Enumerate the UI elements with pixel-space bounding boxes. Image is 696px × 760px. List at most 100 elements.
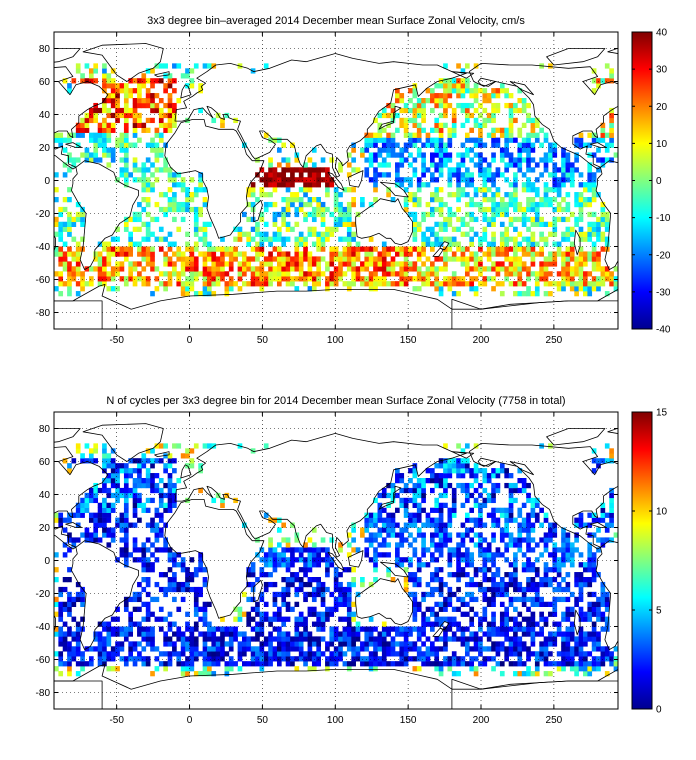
cycles-map-cell [320,547,326,553]
cycles-map-cell [578,581,584,588]
velocity-map-cell [456,256,461,262]
cycles-map-cell [482,497,488,504]
cycles-map-cell [71,596,77,603]
cycles-map-cell [158,547,164,553]
cycles-map-cell [548,527,553,533]
velocity-map-cell [145,226,151,232]
cycles-map-cell [342,596,348,603]
velocity-map-cell [578,226,584,232]
velocity-map-cell [561,197,566,203]
velocity-map-cell [346,236,352,242]
velocity-map-cell [93,107,99,114]
velocity-map-cell [80,73,85,79]
cycles-map-cell [513,517,518,523]
cycles-map-cell [207,621,212,627]
cycles-map-cell [399,646,405,652]
cycles-map-cell [443,631,448,637]
velocity-map-cell [495,271,501,277]
velocity-map-cell [123,281,129,287]
velocity-map-cell [443,276,448,282]
velocity-map-cell [561,251,566,257]
velocity-map-cell [521,216,527,223]
cycles-map-cell [403,577,409,583]
velocity-map-cell [552,256,558,262]
cycles-map-cell [180,567,186,573]
velocity-map-cell [447,88,453,94]
velocity-map-coastline [180,84,192,99]
velocity-map-cell [84,147,90,153]
velocity-map-cell [364,256,370,262]
velocity-map-cell [285,157,291,163]
cycles-map-cell [521,567,527,573]
velocity-map-coastline [174,53,467,178]
velocity-map-cell [351,276,356,282]
cycles-map-cell [491,473,496,479]
velocity-map-coastline [378,105,402,130]
cycles-map-cell [473,542,479,548]
velocity-map-x-tick-label: 50 [257,335,269,346]
cycles-map-cell [451,616,457,622]
velocity-map-cell [202,221,208,227]
velocity-map-cell [587,221,593,227]
cycles-map-cell [486,596,492,603]
cycles-map-cell [250,606,256,612]
cycles-map-cell [298,636,304,642]
cycles-map-cell [491,666,496,672]
cycles-map-cell [137,517,142,523]
cycles-map-cell [486,478,492,484]
cycles-map-cell [526,482,531,489]
cycles-map-cell [298,621,304,627]
cycles-map-cell [447,482,453,489]
velocity-map-cell [421,246,426,252]
velocity-map-cell [132,127,138,133]
cycles-map-cell [137,473,142,479]
velocity-map-cell [438,93,444,99]
velocity-map-cell [180,286,186,292]
velocity-map-cell [163,192,168,198]
cycles-map-cell [228,661,234,667]
cycles-map-cell [193,651,199,657]
cycles-map-cell [185,448,190,454]
cycles-map-cell [591,646,597,652]
velocity-map-cell [447,246,453,252]
velocity-map-cell [438,211,444,218]
cycles-map-cell [443,473,448,479]
cycles-map-cell [75,581,81,588]
cycles-map-cell [316,661,321,667]
cycles-map-cell [421,492,426,499]
velocity-map-cell [167,241,173,247]
velocity-map-cell [102,63,107,69]
cycles-map-cell [150,463,155,469]
velocity-map-cell [137,216,142,223]
cycles-map-cell [491,482,496,489]
cycles-map-cell [342,631,348,637]
cycles-map-cell [482,656,488,662]
cycles-map-cell [193,591,199,598]
velocity-map-cell [421,182,426,188]
cycles-map-cell [119,552,125,558]
velocity-map-cell [377,147,383,153]
velocity-map-cell [473,256,479,262]
velocity-map-cell [517,246,523,252]
cycles-map-cell [193,656,199,662]
cycles-map-cell [447,562,453,568]
velocity-map-cell [416,182,422,188]
cycles-map-cell [469,482,475,489]
cycles-map-cell [530,567,536,573]
cycles-map-cell [172,458,177,464]
cycles-map-cell [499,552,505,558]
cycles-map-cell [351,631,356,637]
cycles-map-cell [360,626,365,632]
velocity-map-cell [233,236,238,242]
velocity-map-cell [62,197,68,203]
cycles-map-cell [128,552,133,558]
cycles-map-cell [97,661,103,667]
velocity-map-cell [583,281,588,287]
velocity-map-cell [530,206,536,213]
cycles-map-cell [499,601,505,607]
cycles-map-cell [412,626,418,632]
cycles-map-cell [486,636,492,642]
cycles-map-cell [556,547,562,553]
cycles-map-cell [583,671,588,677]
cycles-map-cell [399,527,405,533]
